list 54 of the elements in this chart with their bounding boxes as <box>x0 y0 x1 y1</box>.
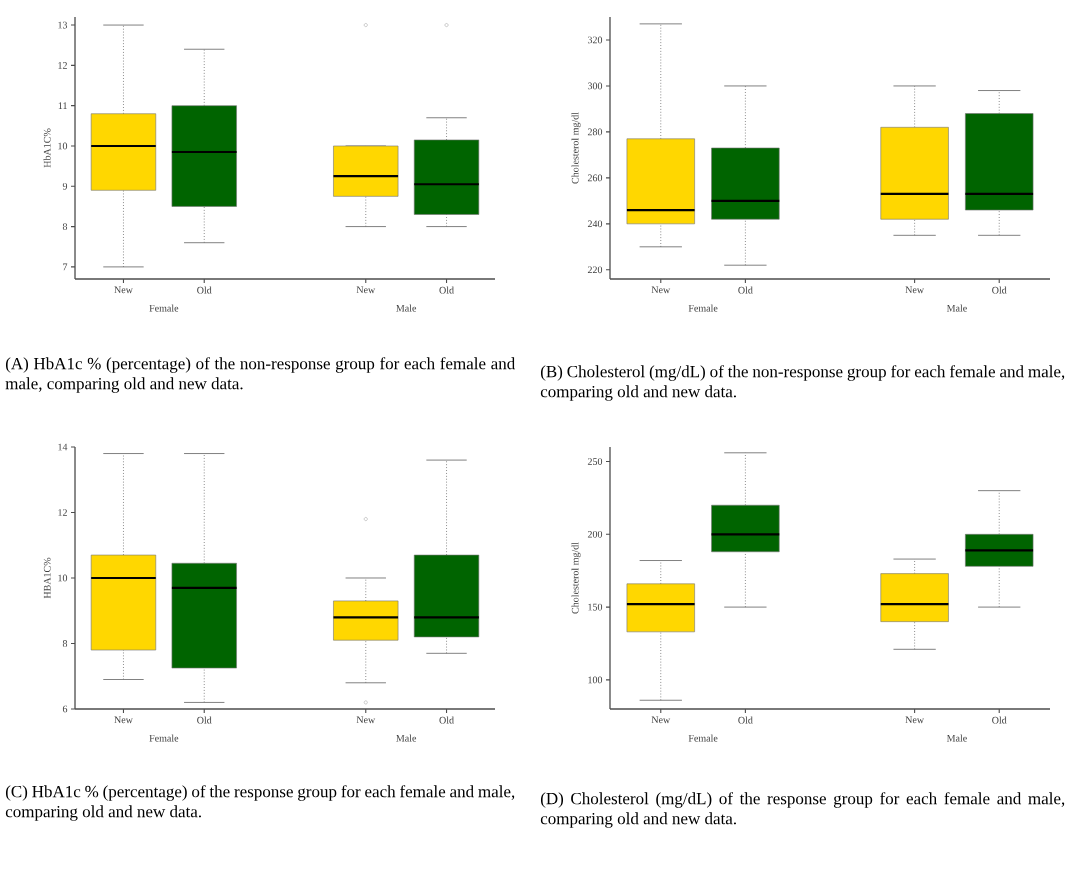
y-tick-label: 100 <box>588 676 603 684</box>
x-tick-label: Old <box>738 286 753 294</box>
y-tick-label: 300 <box>587 82 603 90</box>
text: Female <box>688 734 718 742</box>
x-tick-label: New <box>651 716 671 724</box>
y-tick-label: 6 <box>62 705 68 713</box>
y-tick-label: 260 <box>587 174 603 182</box>
x-tick-label: Old <box>197 716 212 724</box>
x-tick-label: Old <box>992 286 1007 294</box>
y-tick-label: 280 <box>587 128 603 136</box>
y-tick-label: 220 <box>587 266 603 274</box>
y-tick-label: 200 <box>587 530 603 538</box>
y-tick-label: 10 <box>58 142 68 150</box>
y-axis-title: HbA1C% <box>43 128 51 168</box>
y-tick-label: 13 <box>58 21 68 29</box>
y-tick-label: 10 <box>58 574 68 582</box>
y-axis-title: HBA1C% <box>43 557 51 599</box>
y-axis-title: Cholesterol mg/dl <box>571 112 581 184</box>
y-tick-label: 150 <box>588 603 603 611</box>
text: Female <box>688 304 718 312</box>
y-tick-label: 12 <box>58 62 67 69</box>
y-tick-label: 250 <box>587 458 603 465</box>
x-tick-label: New <box>651 286 671 294</box>
x-tick-label: Old <box>439 716 454 724</box>
text: (D) Cholesterol (mg/dL) of the response group for each female and male, comparing old and new data. <box>540 792 1065 828</box>
text: Male <box>396 304 417 312</box>
text: Male <box>946 734 967 742</box>
y-axis-title: Cholesterol mg/dl <box>571 542 581 614</box>
y-tick-label: 7 <box>63 263 68 271</box>
text: Male <box>396 734 417 742</box>
x-tick-label: Old <box>992 716 1007 724</box>
x-tick-label: New <box>905 286 925 294</box>
text: (B) Cholesterol (mg/dL) of the non-response group for each female and male, comparing old and new data. <box>540 365 1065 401</box>
x-tick-label: Old <box>197 286 212 294</box>
x-tick-label: Old <box>439 286 454 294</box>
y-tick-label: 11 <box>58 102 67 109</box>
y-tick-label: 9 <box>62 182 68 190</box>
x-tick-label: New <box>356 716 376 724</box>
x-tick-label: New <box>356 286 376 294</box>
x-tick-label: New <box>114 716 133 724</box>
text: (C) HbA1c % (percentage) of the response group for each female and male, comparing old and new data. <box>5 785 515 821</box>
y-tick-label: 8 <box>62 640 68 647</box>
x-tick-label: New <box>114 286 133 294</box>
text: (A) HbA1c % (percentage) of the non-response group for each female and male, comparing old and new data. <box>5 357 516 393</box>
y-tick-label: 320 <box>587 36 603 44</box>
text: Female <box>149 304 179 312</box>
x-tick-label: New <box>905 716 925 724</box>
y-tick-label: 8 <box>62 223 68 230</box>
y-tick-label: 12 <box>58 509 67 516</box>
y-tick-label: 14 <box>58 443 68 451</box>
text: Male <box>946 304 967 312</box>
y-tick-label: 240 <box>587 220 603 228</box>
text: Female <box>149 734 179 742</box>
x-tick-label: Old <box>738 716 753 724</box>
